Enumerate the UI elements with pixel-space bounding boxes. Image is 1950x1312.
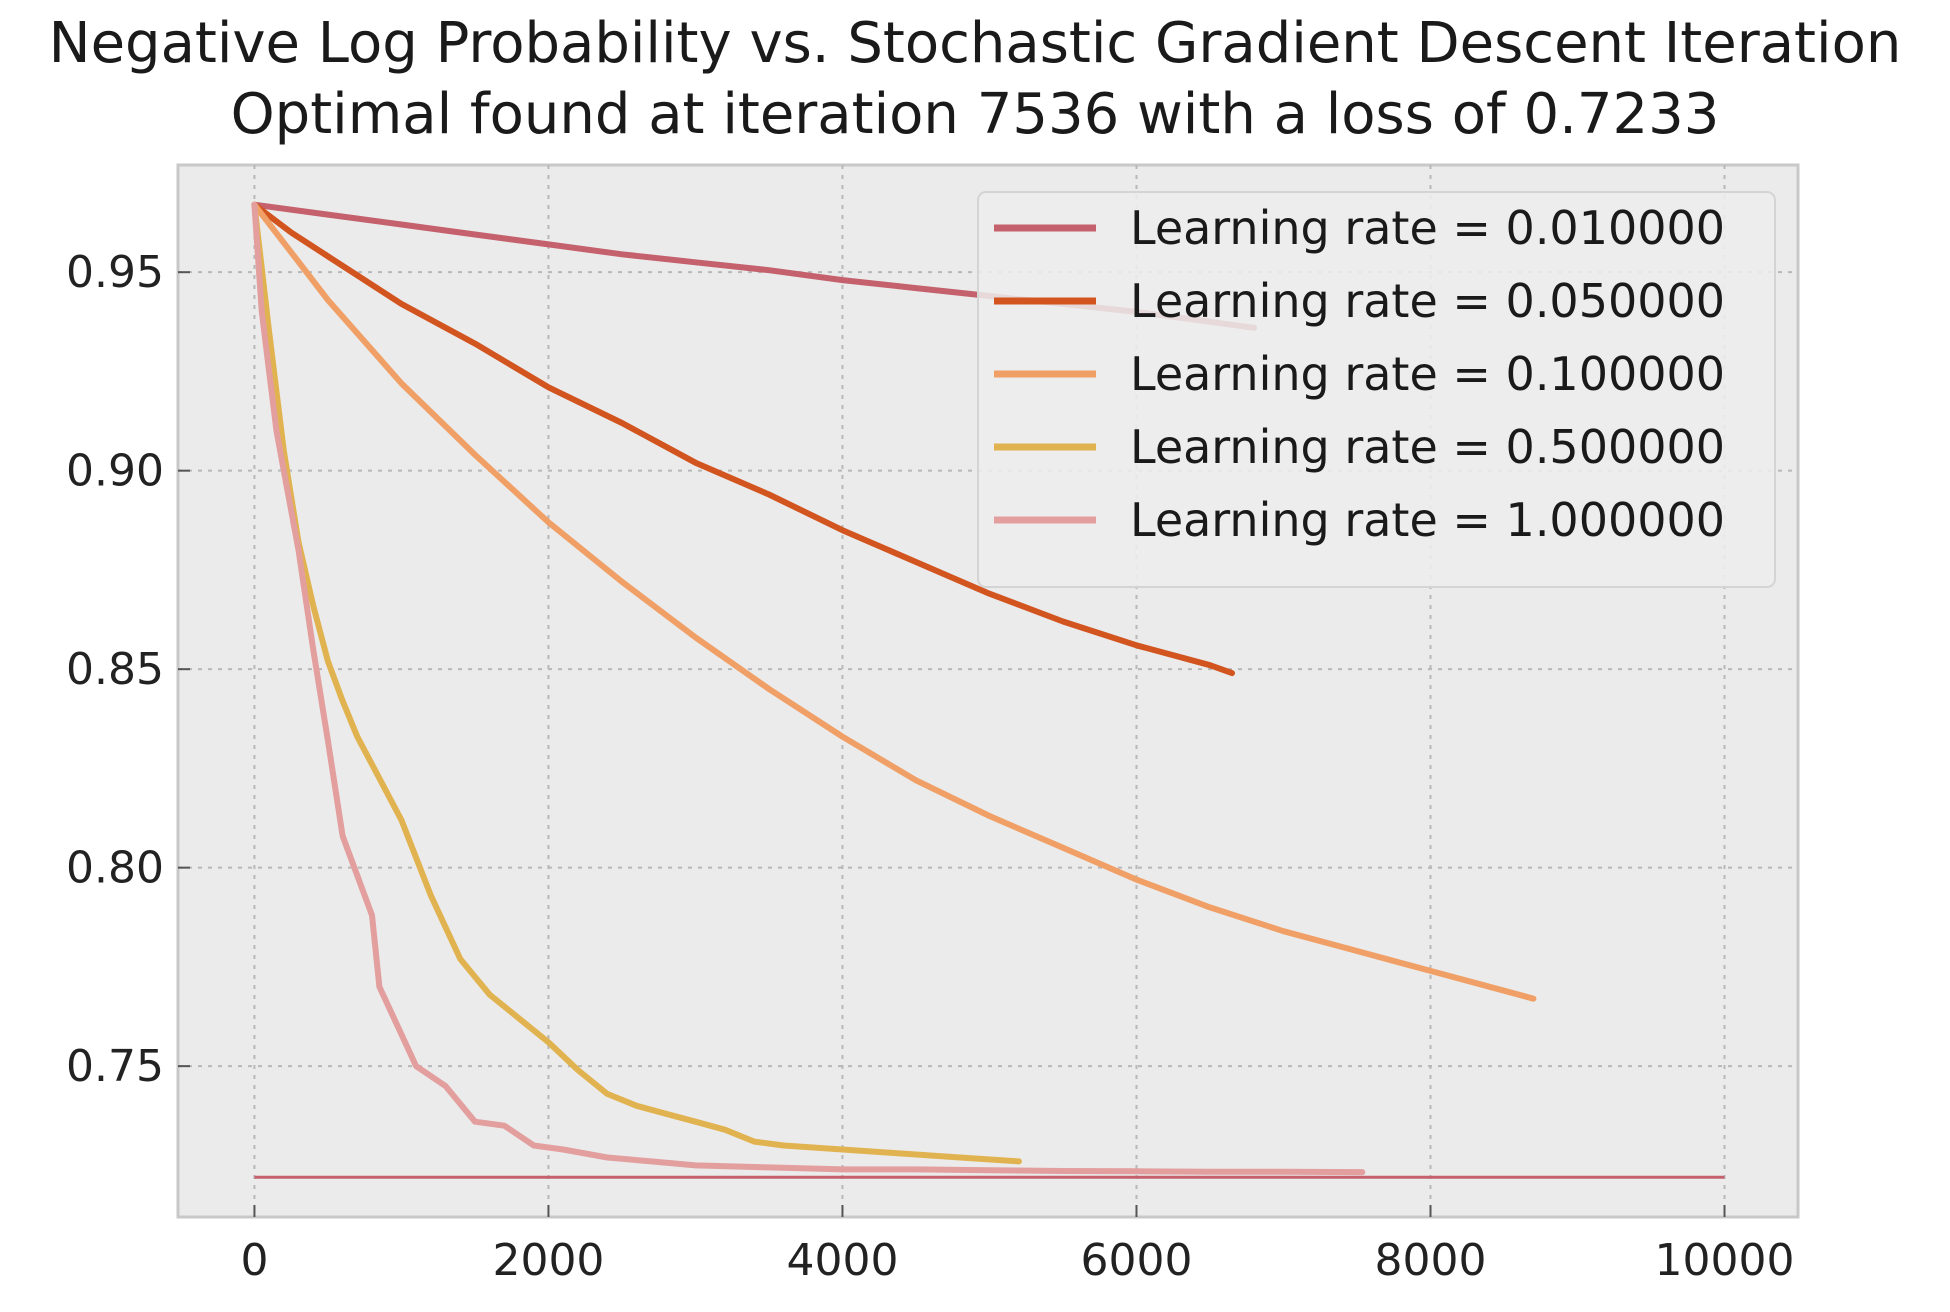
y-tick-label: 0.90 [66, 446, 164, 497]
legend-label: Learning rate = 0.010000 [1130, 201, 1725, 255]
legend-label: Learning rate = 0.500000 [1130, 420, 1725, 474]
series-line-3 [251, 201, 1537, 1002]
x-tick-label: 2000 [492, 1235, 604, 1286]
series-line-4 [251, 201, 1022, 1165]
y-tick-label: 0.75 [66, 1041, 164, 1092]
y-tick-label: 0.85 [66, 644, 164, 695]
series-line-5 [251, 201, 1366, 1176]
x-tick-label: 8000 [1374, 1235, 1486, 1286]
y-tick-label: 0.80 [66, 843, 164, 894]
x-tick-label: 0 [240, 1235, 268, 1286]
series-line-2 [251, 201, 1235, 677]
legend-box [977, 191, 1776, 588]
x-tick-label: 6000 [1080, 1235, 1192, 1286]
chart-legend: Learning rate = 0.010000 Learning rate = … [977, 191, 1776, 588]
y-tick-label: 0.95 [66, 247, 164, 298]
chart-subtitle: Optimal found at iteration 7536 with a l… [231, 82, 1720, 147]
legend-label: Learning rate = 0.100000 [1130, 347, 1725, 401]
legend-label: Learning rate = 1.000000 [1130, 493, 1725, 547]
series-lines [251, 201, 1725, 1179]
axis-ticks: 0 2000 4000 6000 8000 10000 0.75 0.80 0.85 0.90 0.… [66, 247, 1794, 1286]
legend-label: Learning rate = 0.050000 [1130, 274, 1725, 328]
x-tick-label: 10000 [1655, 1235, 1795, 1286]
x-tick-label: 4000 [786, 1235, 898, 1286]
chart-title: Negative Log Probability vs. Stochastic … [49, 11, 1902, 76]
